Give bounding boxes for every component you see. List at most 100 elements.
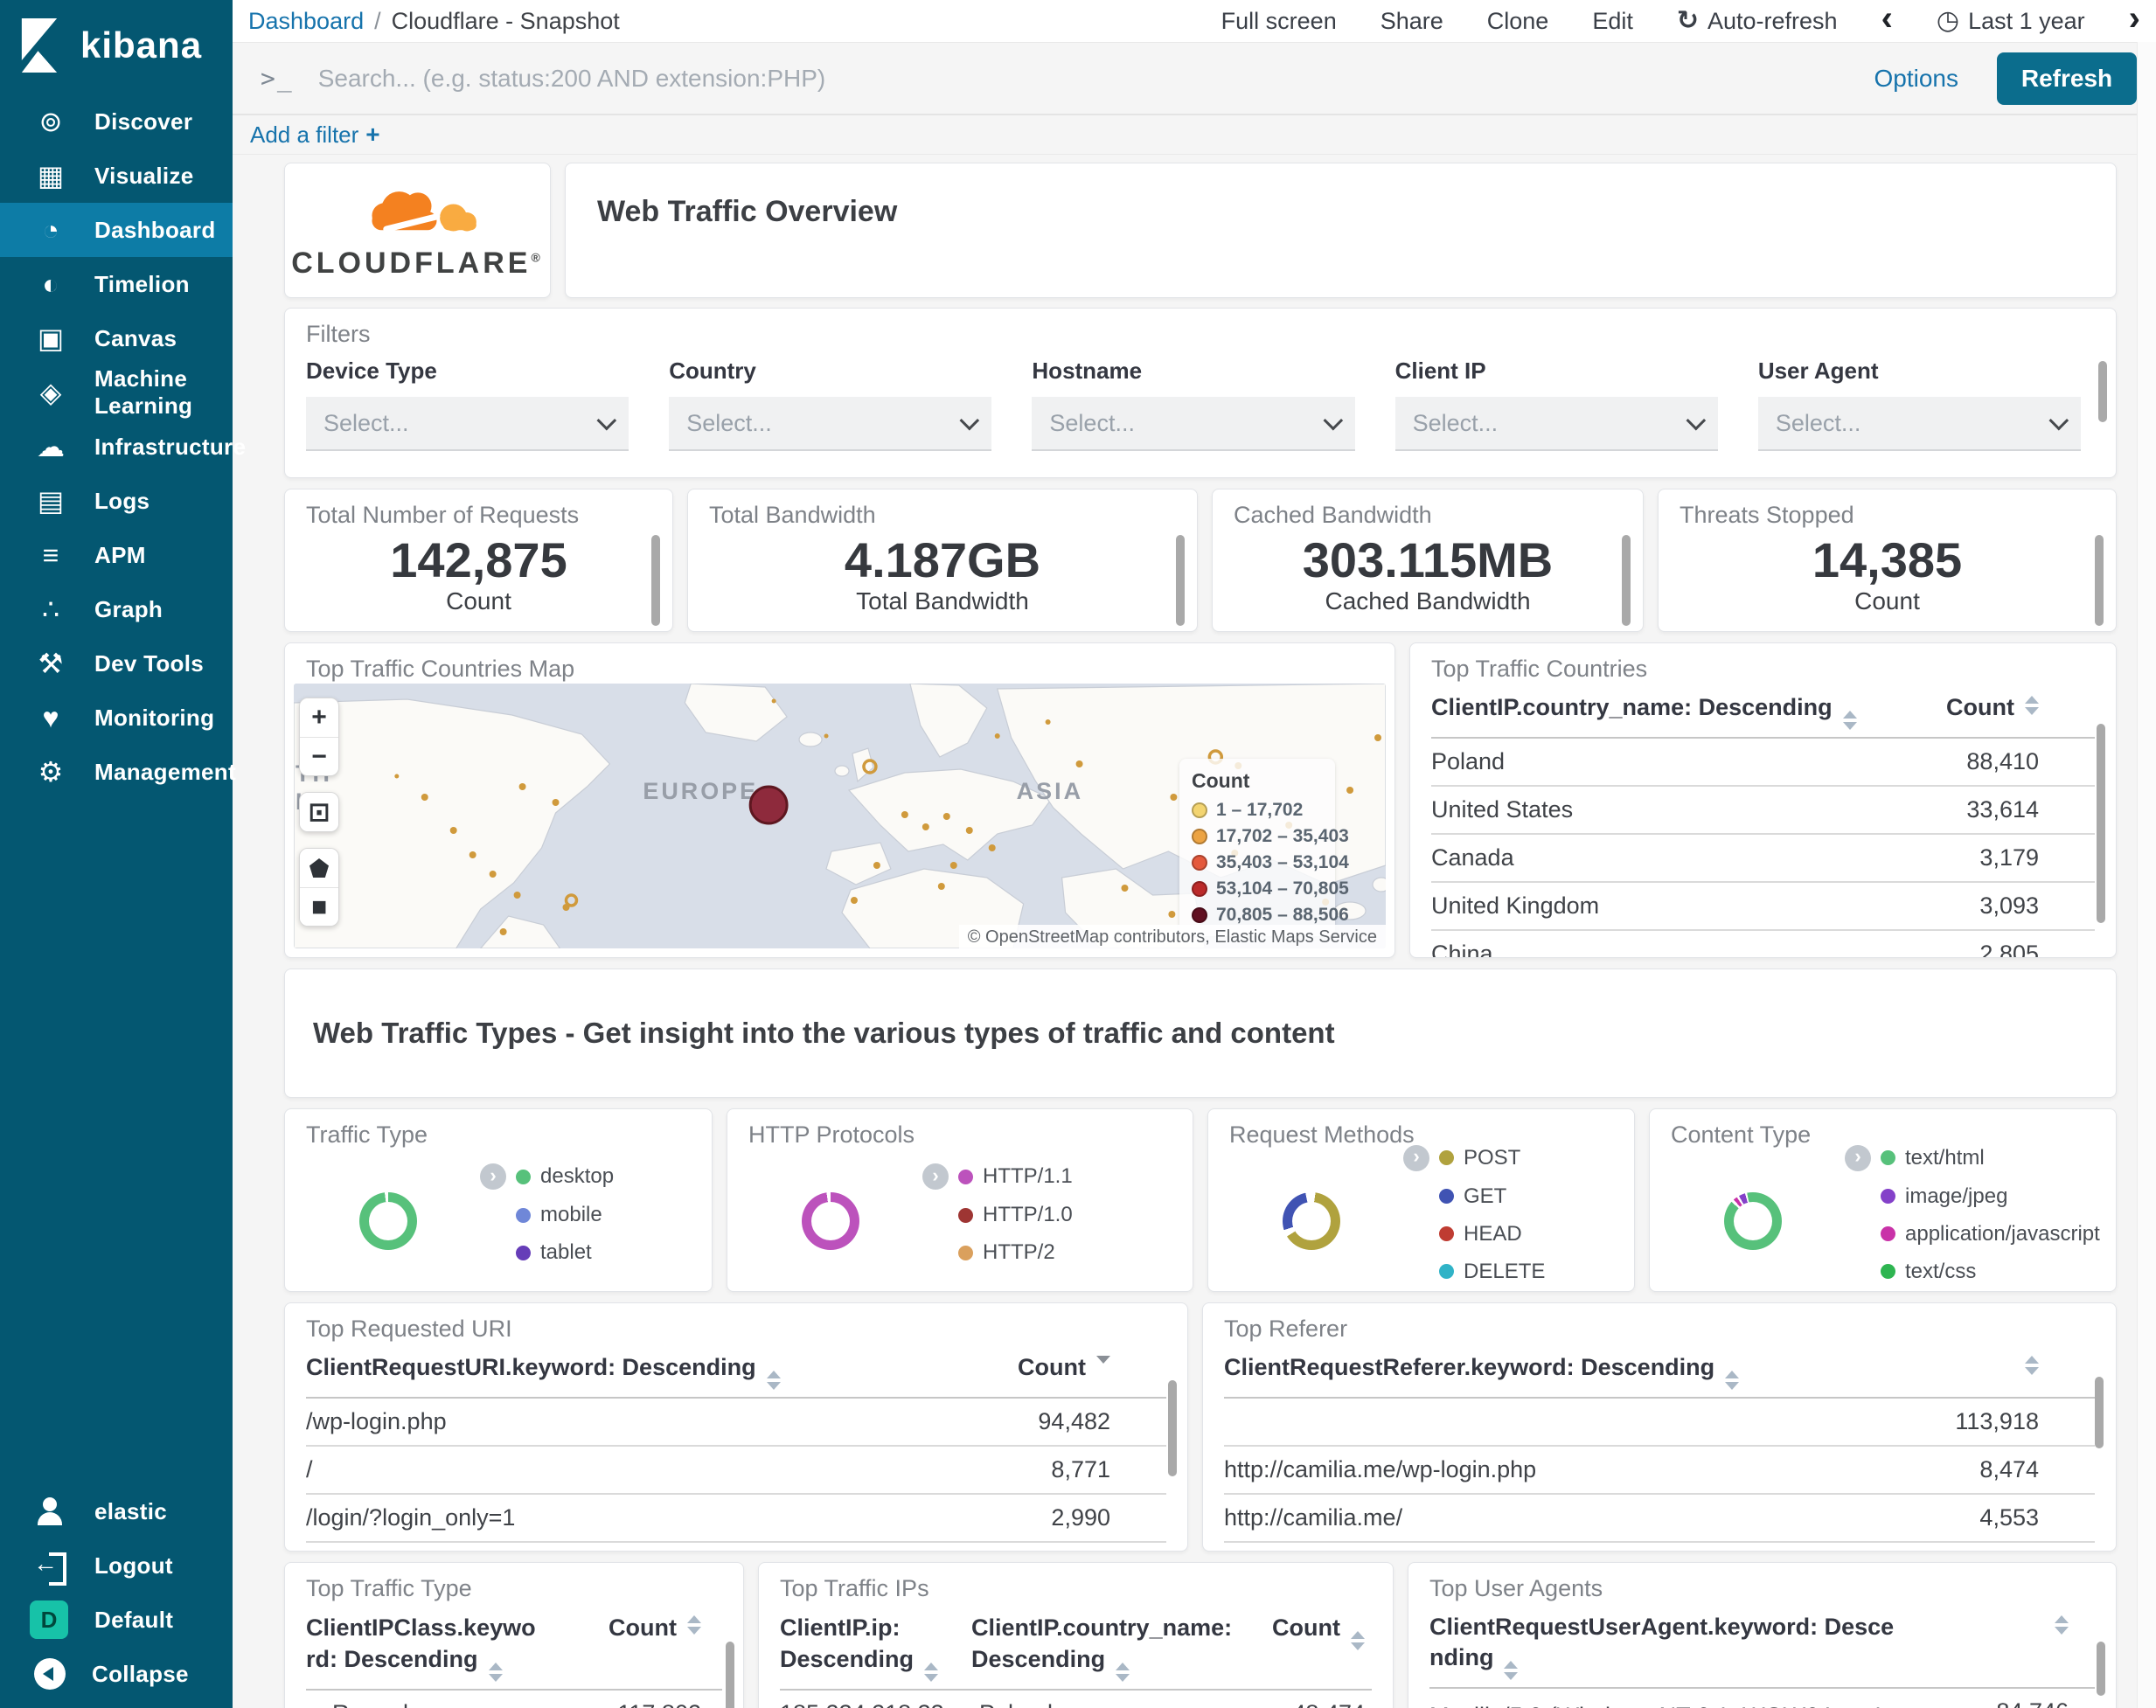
sidebar-item-user[interactable]: elastic [0, 1484, 233, 1538]
sidebar-item-discover[interactable]: ⊚ Discover [0, 94, 233, 149]
sidebar-item-infrastructure[interactable]: ☁ Infrastructure [0, 420, 246, 474]
column-header[interactable] [1894, 1352, 2095, 1386]
time-forward-button[interactable]: › [2128, 0, 2140, 38]
column-header[interactable]: ClientIP.country_name: Descending [1431, 692, 1894, 730]
legend-swatch[interactable] [516, 1169, 531, 1184]
hostname-select[interactable]: Select... [1032, 397, 1355, 451]
map-crop-tool-button[interactable]: ⊡ [300, 793, 338, 831]
column-header[interactable] [1920, 1612, 2095, 1677]
sidebar-item-machine-learning[interactable]: ◈ Machine Learning [0, 365, 233, 420]
sidebar-item-management[interactable]: ⚙ Management [0, 745, 236, 799]
legend-expand-icon[interactable]: › [480, 1163, 506, 1190]
legend-swatch[interactable] [1439, 1150, 1454, 1165]
column-header[interactable]: ClientIP.ip: Descending [780, 1612, 971, 1683]
time-back-button[interactable]: ‹ [1881, 0, 1893, 38]
sort-icon[interactable] [766, 1371, 781, 1390]
legend-expand-icon[interactable]: › [1403, 1144, 1429, 1171]
sort-icon[interactable] [488, 1663, 503, 1683]
legend-swatch[interactable] [1881, 1226, 1895, 1241]
sort-icon[interactable] [1842, 711, 1857, 730]
sort-icon[interactable] [1116, 1663, 1130, 1683]
sort-icon[interactable] [1351, 1631, 1365, 1650]
donut-chart[interactable] [359, 1192, 417, 1250]
legend-swatch[interactable] [958, 1169, 973, 1184]
column-header[interactable]: Count [1894, 692, 2095, 726]
legend-expand-icon[interactable]: › [922, 1163, 949, 1190]
panel-scrollbar[interactable] [2095, 1377, 2104, 1448]
column-header[interactable]: Count [1246, 1612, 1372, 1678]
legend-swatch[interactable] [1881, 1264, 1895, 1279]
legend-swatch[interactable] [1439, 1264, 1454, 1279]
donut-chart[interactable] [1724, 1192, 1782, 1250]
sort-icon[interactable] [2055, 1615, 2069, 1635]
sort-icon[interactable] [687, 1615, 701, 1635]
panel-scrollbar[interactable] [2095, 535, 2104, 626]
legend-swatch[interactable] [1439, 1189, 1454, 1204]
device-type-select[interactable]: Select... [306, 397, 629, 451]
column-header[interactable]: ClientIP.country_name: Descending [971, 1612, 1246, 1683]
panel-scrollbar[interactable] [651, 535, 660, 626]
legend-swatch[interactable] [516, 1245, 531, 1260]
sort-icon[interactable] [1725, 1371, 1740, 1390]
sort-icon[interactable] [2025, 696, 2039, 715]
donut-chart[interactable] [802, 1192, 859, 1250]
panel-scrollbar[interactable] [2097, 724, 2105, 923]
user-agent-select[interactable]: Select... [1757, 397, 2082, 451]
sidebar-item-dev-tools[interactable]: ⚒ Dev Tools [0, 636, 233, 691]
map-bubble-poland[interactable] [748, 785, 789, 825]
refresh-button[interactable]: Refresh [1997, 52, 2137, 105]
sidebar-item-logout[interactable]: Logout [0, 1538, 233, 1593]
full-screen-button[interactable]: Full screen [1221, 7, 1337, 34]
add-filter-button[interactable]: Add a filter + [250, 121, 380, 148]
panel-scrollbar[interactable] [1622, 535, 1631, 626]
client-ip-select[interactable]: Select... [1394, 397, 1718, 451]
panel-scrollbar[interactable] [2097, 1642, 2105, 1696]
panel-scrollbar[interactable] [2098, 361, 2107, 422]
search-input[interactable] [316, 63, 1857, 94]
sidebar-item-canvas[interactable]: ▣ Canvas [0, 311, 233, 365]
sort-desc-icon[interactable] [1096, 1356, 1110, 1364]
map-polygon-tool-button[interactable] [300, 849, 338, 887]
donut-chart[interactable] [1283, 1192, 1340, 1250]
panel-scrollbar[interactable] [1176, 535, 1185, 626]
clone-button[interactable]: Clone [1486, 7, 1549, 34]
legend-swatch[interactable] [1881, 1189, 1895, 1204]
panel-scrollbar[interactable] [1168, 1380, 1177, 1476]
legend-expand-icon[interactable]: › [1845, 1144, 1871, 1171]
options-link[interactable]: Options [1874, 64, 1959, 92]
kibana-logo[interactable]: kibana [0, 0, 233, 89]
share-button[interactable]: Share [1380, 7, 1443, 34]
sidebar-item-logs[interactable]: ▤ Logs [0, 474, 233, 528]
column-header[interactable]: Count [556, 1612, 722, 1678]
sidebar-item-space-default[interactable]: D Default [0, 1593, 233, 1647]
panel-scrollbar[interactable] [726, 1642, 734, 1708]
column-header[interactable]: ClientRequestReferer.keyword: Descending [1224, 1352, 1894, 1390]
legend-swatch[interactable] [1439, 1226, 1454, 1241]
sidebar-item-timelion[interactable]: ◐ Timelion [0, 257, 233, 311]
sidebar-item-visualize[interactable]: ▦ Visualize [0, 149, 233, 203]
map-rectangle-tool-button[interactable]: ■ [300, 887, 338, 926]
sort-icon[interactable] [2025, 1356, 2039, 1375]
page-scrollbar[interactable] [2137, 42, 2156, 1708]
sort-icon[interactable] [1504, 1661, 1519, 1681]
breadcrumb-dashboard-link[interactable]: Dashboard [248, 7, 365, 34]
sidebar-item-monitoring[interactable]: ♥ Monitoring [0, 691, 233, 745]
map-zoom-out-button[interactable]: − [300, 737, 338, 775]
sidebar-item-apm[interactable]: ≡ APM [0, 528, 233, 582]
auto-refresh-button[interactable]: ↻ Auto-refresh [1676, 6, 1838, 35]
country-select[interactable]: Select... [669, 397, 992, 451]
sort-icon[interactable] [924, 1663, 939, 1683]
legend-swatch[interactable] [516, 1207, 531, 1223]
edit-button[interactable]: Edit [1592, 7, 1633, 34]
legend-swatch[interactable] [958, 1207, 973, 1223]
sidebar-item-collapse[interactable]: Collapse [0, 1647, 233, 1701]
column-header[interactable]: ClientRequestURI.keyword: Descending [306, 1352, 965, 1390]
sidebar-item-graph[interactable]: ∴ Graph [0, 582, 233, 636]
column-header[interactable]: ClientRequestUserAgent.keyword: Descendi… [1429, 1612, 1920, 1681]
time-picker[interactable]: ◷ Last 1 year [1937, 8, 2085, 35]
legend-swatch[interactable] [1881, 1150, 1895, 1165]
column-header[interactable]: Count [965, 1352, 1166, 1386]
map-zoom-in-button[interactable]: + [300, 698, 338, 737]
sidebar-item-dashboard[interactable]: ◔ Dashboard [0, 203, 233, 257]
legend-swatch[interactable] [958, 1245, 973, 1260]
